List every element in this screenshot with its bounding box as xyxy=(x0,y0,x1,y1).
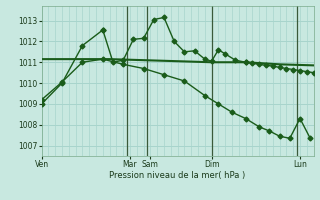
X-axis label: Pression niveau de la mer( hPa ): Pression niveau de la mer( hPa ) xyxy=(109,171,246,180)
